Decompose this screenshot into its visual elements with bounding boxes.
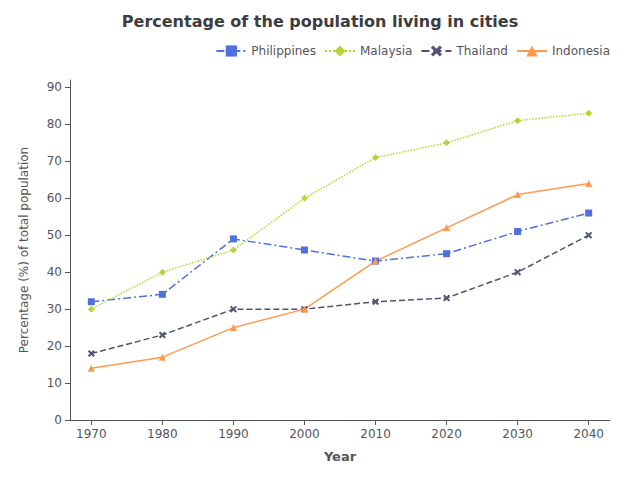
svg-text:0: 0 [54, 413, 62, 427]
svg-text:Malaysia: Malaysia [360, 44, 412, 58]
svg-text:2010: 2010 [360, 427, 391, 441]
svg-text:1970: 1970 [76, 427, 107, 441]
svg-text:1990: 1990 [218, 427, 249, 441]
svg-text:2020: 2020 [431, 427, 462, 441]
svg-text:2030: 2030 [502, 427, 533, 441]
svg-text:40: 40 [47, 265, 62, 279]
svg-text:2000: 2000 [289, 427, 320, 441]
svg-text:Percentage (%) of total popula: Percentage (%) of total population [17, 147, 31, 353]
svg-text:80: 80 [47, 117, 62, 131]
svg-text:Philippines: Philippines [251, 44, 316, 58]
svg-text:Year: Year [323, 449, 357, 464]
svg-text:20: 20 [47, 339, 62, 353]
svg-text:50: 50 [47, 228, 62, 242]
svg-text:Indonesia: Indonesia [552, 44, 610, 58]
svg-text:Thailand: Thailand [455, 44, 508, 58]
svg-text:30: 30 [47, 302, 62, 316]
svg-text:1980: 1980 [147, 427, 178, 441]
svg-text:2040: 2040 [573, 427, 604, 441]
svg-text:90: 90 [47, 80, 62, 94]
svg-text:10: 10 [47, 376, 62, 390]
svg-text:70: 70 [47, 154, 62, 168]
svg-text:60: 60 [47, 191, 62, 205]
svg-text:Percentage of the population l: Percentage of the population living in c… [122, 12, 518, 31]
